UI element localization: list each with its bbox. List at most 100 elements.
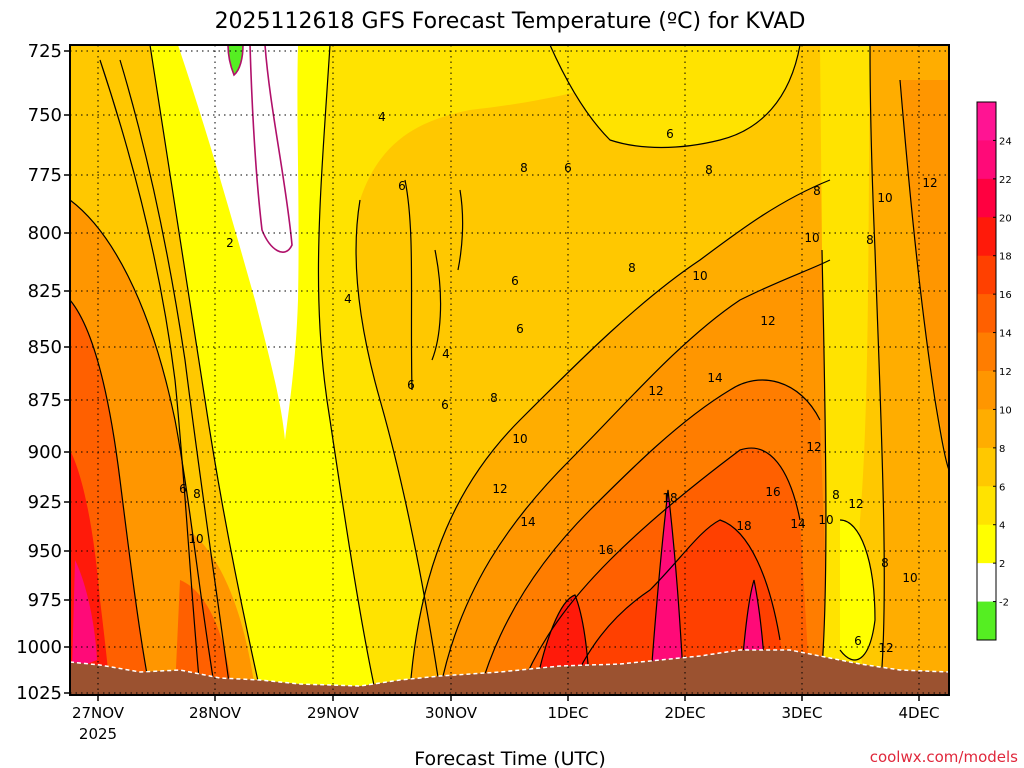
colorbar-label: 24 bbox=[999, 136, 1012, 147]
x-tick-label: 28NOV bbox=[189, 704, 242, 722]
colorbar-segment bbox=[977, 332, 996, 372]
colorbar-label: -2 bbox=[999, 598, 1009, 609]
contour-lines bbox=[70, 45, 949, 691]
band-hottest-left bbox=[72, 560, 97, 670]
contour-label: 10 bbox=[804, 231, 819, 245]
contour-line-zero bbox=[227, 45, 244, 77]
y-tick-label: 725 bbox=[28, 41, 62, 62]
x-axis: 27NOV 28NOV 29NOV 30NOV 1DEC 2DEC 3DEC 4DEC bbox=[72, 695, 940, 722]
colorbar-segment bbox=[977, 486, 996, 526]
band-cold-right bbox=[820, 45, 870, 690]
band-coldest-right bbox=[840, 520, 875, 660]
terrain-edge bbox=[70, 649, 949, 687]
y-tick-label: 775 bbox=[28, 165, 62, 186]
contour-label: 18 bbox=[662, 491, 677, 505]
colorbar-segment bbox=[977, 102, 996, 141]
y-tick-label: 825 bbox=[28, 281, 62, 302]
colorbar-segment bbox=[977, 524, 996, 564]
contour-line bbox=[839, 519, 876, 661]
contour-label: 6 bbox=[441, 398, 449, 412]
freezing-contour bbox=[227, 45, 293, 253]
contour-label: 8 bbox=[813, 184, 821, 198]
contour-label: 16 bbox=[765, 485, 780, 499]
contour-line bbox=[119, 59, 231, 691]
y-axis: 725 750 775 800 825 850 875 900 925 950 975 1000 102… bbox=[16, 41, 70, 704]
contour-line bbox=[457, 189, 464, 271]
colorbar-label: 4 bbox=[999, 521, 1005, 532]
colorbar-segment bbox=[977, 217, 996, 257]
y-tick-label: 1000 bbox=[16, 637, 62, 658]
contour-line bbox=[534, 594, 591, 691]
band-warm-dome-18 bbox=[570, 520, 790, 690]
contour-label: 12 bbox=[848, 497, 863, 511]
contour-line bbox=[649, 489, 685, 691]
x-axis-year: 2025 bbox=[79, 725, 117, 743]
contour-label: 14 bbox=[790, 517, 805, 531]
contour-label: 14 bbox=[707, 371, 722, 385]
y-tick-label: 800 bbox=[28, 223, 62, 244]
contour-line bbox=[409, 179, 831, 691]
contour-label: 6 bbox=[179, 482, 187, 496]
contour-label: 4 bbox=[442, 347, 450, 361]
contour-label: 12 bbox=[492, 482, 507, 496]
colorbar-label: 14 bbox=[999, 329, 1012, 340]
x-tick-label: 2DEC bbox=[664, 704, 705, 722]
contour-line bbox=[70, 199, 216, 691]
contour-label: 6 bbox=[564, 161, 572, 175]
contour-line bbox=[317, 45, 376, 691]
colorbar-segment bbox=[977, 563, 996, 603]
colorbar-segment bbox=[977, 178, 996, 218]
contour-label: 4 bbox=[378, 110, 386, 124]
temperature-field bbox=[70, 45, 949, 695]
contour-label: 10 bbox=[692, 269, 707, 283]
contour-line bbox=[869, 45, 885, 691]
colorbar-segment bbox=[977, 255, 996, 295]
credit-text: coolwx.com/models bbox=[870, 748, 1018, 766]
contour-label: 8 bbox=[881, 556, 889, 570]
contour-label: 10 bbox=[902, 571, 917, 585]
plot-frame bbox=[69, 44, 950, 696]
colorbar-segment bbox=[977, 294, 996, 334]
colorbar-segment bbox=[977, 601, 996, 641]
contour-label: 12 bbox=[878, 641, 893, 655]
colorbar-label: 18 bbox=[999, 252, 1012, 263]
contour-label: 12 bbox=[760, 314, 775, 328]
band-warmer-28nov bbox=[175, 580, 232, 690]
contour-label: 12 bbox=[648, 384, 663, 398]
contour-label: 18 bbox=[736, 519, 751, 533]
contour-label: 6 bbox=[407, 378, 415, 392]
contour-label: 10 bbox=[877, 191, 892, 205]
colorbar-label: 8 bbox=[999, 444, 1005, 455]
colorbar-label: 12 bbox=[999, 367, 1012, 378]
y-tick-label: 875 bbox=[28, 390, 62, 411]
gridlines bbox=[70, 45, 949, 695]
contour-label: 14 bbox=[520, 515, 535, 529]
y-tick-label: 950 bbox=[28, 541, 62, 562]
x-tick-label: 3DEC bbox=[781, 704, 822, 722]
contour-line bbox=[549, 45, 801, 149]
contour-label: 10 bbox=[188, 532, 203, 546]
contour-label: 8 bbox=[628, 261, 636, 275]
band-hot-2dec bbox=[650, 490, 684, 690]
contour-label: 8 bbox=[520, 161, 528, 175]
contour-line bbox=[569, 519, 781, 691]
contour-line bbox=[431, 249, 442, 361]
x-tick-label: 4DEC bbox=[898, 704, 939, 722]
contour-label: 8 bbox=[832, 488, 840, 502]
band-warmer-right bbox=[900, 80, 949, 470]
x-tick-label: 1DEC bbox=[547, 704, 588, 722]
contour-line-zero bbox=[249, 45, 293, 253]
colorbar-segment bbox=[977, 371, 996, 410]
colorbar-label: 6 bbox=[999, 482, 1005, 493]
contour-label: 8 bbox=[490, 391, 498, 405]
contour-line bbox=[819, 249, 827, 691]
contour-label: 10 bbox=[512, 432, 527, 446]
y-tick-label: 925 bbox=[28, 492, 62, 513]
x-tick-label: 30NOV bbox=[425, 704, 478, 722]
band-freezing bbox=[178, 45, 299, 440]
y-tick-label: 900 bbox=[28, 442, 62, 463]
contour-label: 2 bbox=[226, 236, 234, 250]
contour-line bbox=[70, 299, 151, 691]
